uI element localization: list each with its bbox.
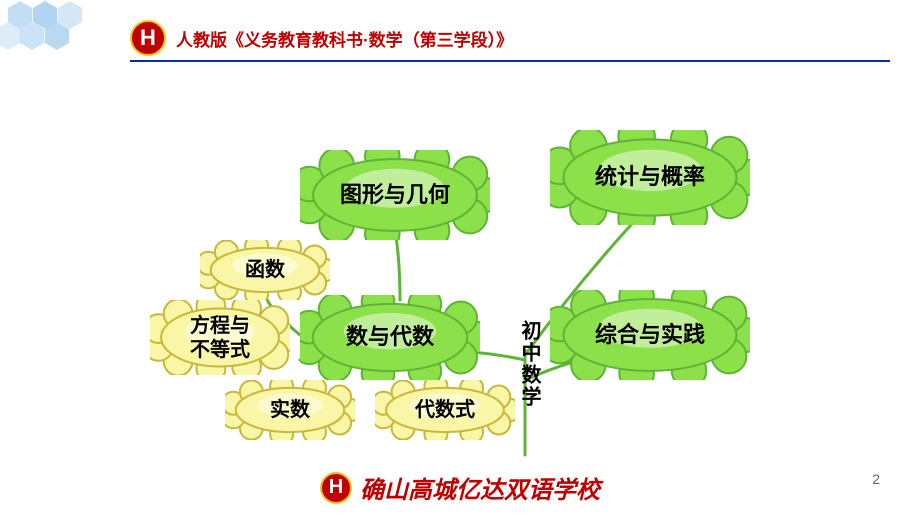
cloud-equations-label: 方程与 不等式 xyxy=(190,314,250,362)
header-logo-text: H xyxy=(140,25,156,51)
hex-decoration xyxy=(0,0,120,60)
footer-logo-text: H xyxy=(329,476,343,499)
footer-logo: H xyxy=(320,472,352,504)
cloud-functions-label: 函数 xyxy=(245,258,285,282)
cloud-algexp: 代数式 xyxy=(375,380,515,440)
header-bar: H 人教版《义务教育教科书·数学（第三学段）》 xyxy=(130,20,890,62)
header-title: 人教版《义务教育教科书·数学（第三学段）》 xyxy=(176,26,513,51)
cloud-functions: 函数 xyxy=(200,240,330,300)
cloud-equations: 方程与 不等式 xyxy=(150,300,290,375)
cloud-practice: 综合与实践 xyxy=(550,290,750,380)
cloud-practice-label: 综合与实践 xyxy=(595,322,705,348)
cloud-reals: 实数 xyxy=(225,380,355,440)
cloud-reals-label: 实数 xyxy=(270,398,310,422)
cloud-geometry-label: 图形与几何 xyxy=(340,182,450,208)
footer-school-name: 确山高城亿达双语学校 xyxy=(360,470,600,505)
cloud-stats-label: 统计与概率 xyxy=(595,164,705,190)
footer: H 确山高城亿达双语学校 xyxy=(0,470,920,505)
trunk-label: 初中数学 xyxy=(515,320,544,408)
cloud-geometry: 图形与几何 xyxy=(300,150,490,240)
concept-tree-diagram: 初中数学 图形与几何 统计与概率 xyxy=(120,100,820,460)
cloud-algebra-label: 数与代数 xyxy=(346,324,434,350)
cloud-algebra: 数与代数 xyxy=(300,295,480,380)
cloud-algexp-label: 代数式 xyxy=(415,398,475,422)
page-number: 2 xyxy=(872,471,880,487)
header-logo: H xyxy=(130,20,166,56)
cloud-stats: 统计与概率 xyxy=(550,130,750,225)
